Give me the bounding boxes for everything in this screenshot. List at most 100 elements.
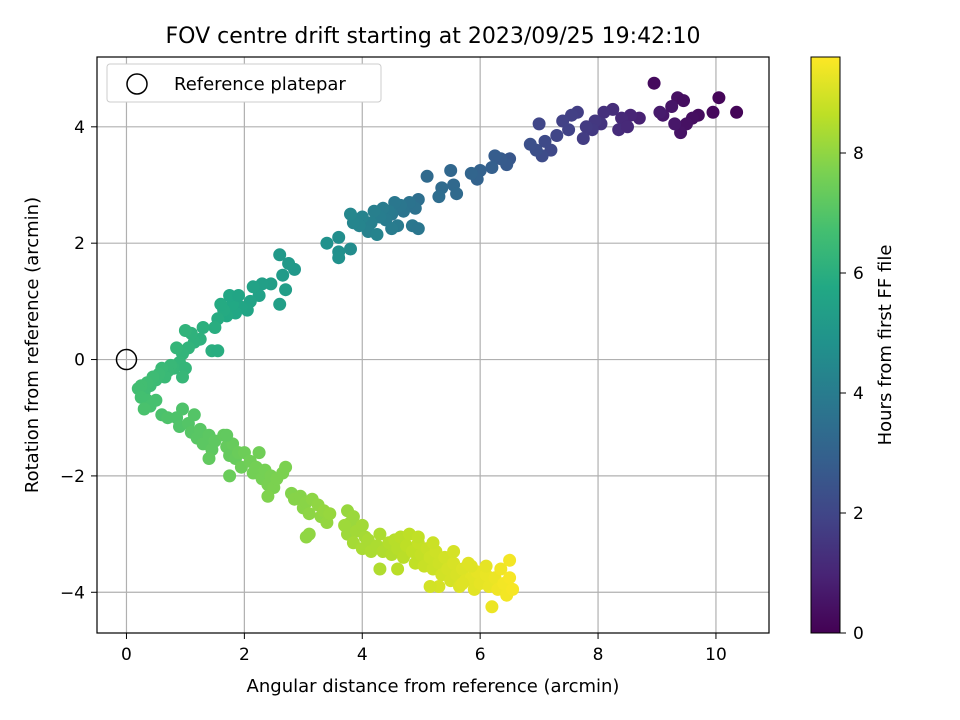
data-point (344, 242, 357, 256)
x-axis-ticks: 0 2 4 6 8 10 (121, 633, 727, 665)
data-point (276, 268, 290, 282)
data-point (320, 236, 334, 250)
data-point (355, 518, 369, 532)
data-point (464, 166, 478, 180)
y-axis-label: Rotation from reference (arcmin) (22, 197, 43, 493)
legend-marker-open-circle (126, 73, 148, 95)
y-tick-label: −4 (60, 583, 85, 603)
data-point (712, 91, 726, 105)
data-point (597, 105, 611, 119)
data-point (196, 321, 210, 334)
data-point (223, 289, 237, 302)
data-point (302, 507, 316, 521)
legend: Reference platepar (106, 63, 382, 103)
y-tick-label: 0 (74, 351, 85, 371)
colorbar-tick-label: 2 (853, 504, 864, 524)
data-point (576, 132, 590, 145)
colorbar: 0 2 4 6 8 Hours from first FF file (810, 56, 896, 644)
data-point (668, 117, 682, 131)
data-point (137, 402, 151, 416)
data-point (344, 207, 357, 221)
data-point (653, 105, 667, 119)
data-point (503, 553, 517, 567)
data-point (506, 582, 520, 596)
data-point (665, 100, 679, 113)
data-point (367, 204, 381, 218)
data-point (176, 370, 189, 384)
colorbar-tick-label: 6 (853, 264, 864, 284)
data-point (220, 428, 234, 442)
data-point (261, 489, 275, 503)
y-axis-ticks: −4 −2 0 2 4 (60, 118, 97, 603)
data-point (279, 283, 293, 297)
chart-title: FOV centre drift starting at 2023/09/25 … (166, 24, 701, 49)
data-point (149, 393, 163, 407)
data-point (706, 105, 720, 119)
grid (97, 57, 769, 633)
data-point (485, 600, 499, 614)
data-point (423, 580, 437, 593)
data-point (621, 120, 634, 134)
data-point (447, 545, 461, 558)
data-point (420, 169, 434, 183)
data-point (279, 460, 293, 474)
data-point (485, 161, 499, 174)
data-point (444, 164, 458, 177)
data-point (550, 129, 564, 142)
data-point (432, 190, 446, 204)
data-point (391, 562, 405, 576)
data-point (223, 469, 237, 483)
x-tick-label: 8 (593, 645, 604, 665)
data-point (299, 530, 313, 544)
data-point (450, 187, 464, 201)
data-point (456, 577, 469, 590)
data-point (178, 324, 192, 337)
data-point (730, 105, 744, 119)
data-point (562, 123, 576, 137)
data-point (464, 559, 478, 573)
data-point (385, 222, 399, 236)
data-point (370, 228, 384, 241)
data-point (647, 76, 661, 90)
data-point (532, 117, 546, 131)
data-point (176, 402, 189, 416)
legend-box (106, 63, 382, 103)
colorbar-gradient (810, 56, 841, 634)
data-point (579, 120, 593, 134)
data-point (411, 222, 425, 236)
x-axis-label: Angular distance from reference (arcmin) (247, 676, 620, 697)
data-point (208, 321, 222, 334)
data-point (273, 297, 287, 311)
x-tick-label: 0 (121, 645, 132, 665)
data-point (373, 527, 387, 541)
data-point (282, 257, 296, 270)
data-point (503, 571, 517, 585)
colorbar-tick-label: 4 (853, 384, 864, 404)
data-point (187, 408, 201, 422)
data-point (202, 452, 216, 465)
data-point (211, 344, 225, 358)
data-point (246, 280, 260, 294)
legend-label: Reference platepar (174, 74, 346, 95)
data-point (214, 297, 228, 311)
x-tick-label: 6 (475, 645, 486, 665)
data-point (232, 289, 245, 302)
data-point (332, 230, 346, 244)
data-point (488, 149, 502, 163)
y-tick-label: −2 (60, 467, 85, 487)
data-point (252, 446, 266, 460)
colorbar-ticks: 0 2 4 6 8 (840, 144, 864, 644)
reference-platepar-marker (115, 348, 138, 371)
x-tick-label: 4 (357, 645, 368, 665)
reference-point (115, 348, 138, 371)
data-point (494, 562, 508, 576)
colorbar-label: Hours from first FF file (875, 245, 896, 446)
data-point (373, 562, 387, 576)
data-point (677, 94, 690, 108)
x-tick-label: 10 (705, 645, 727, 665)
data-point (479, 559, 493, 573)
data-point (273, 248, 287, 262)
data-point (538, 134, 552, 148)
data-point (323, 507, 337, 521)
